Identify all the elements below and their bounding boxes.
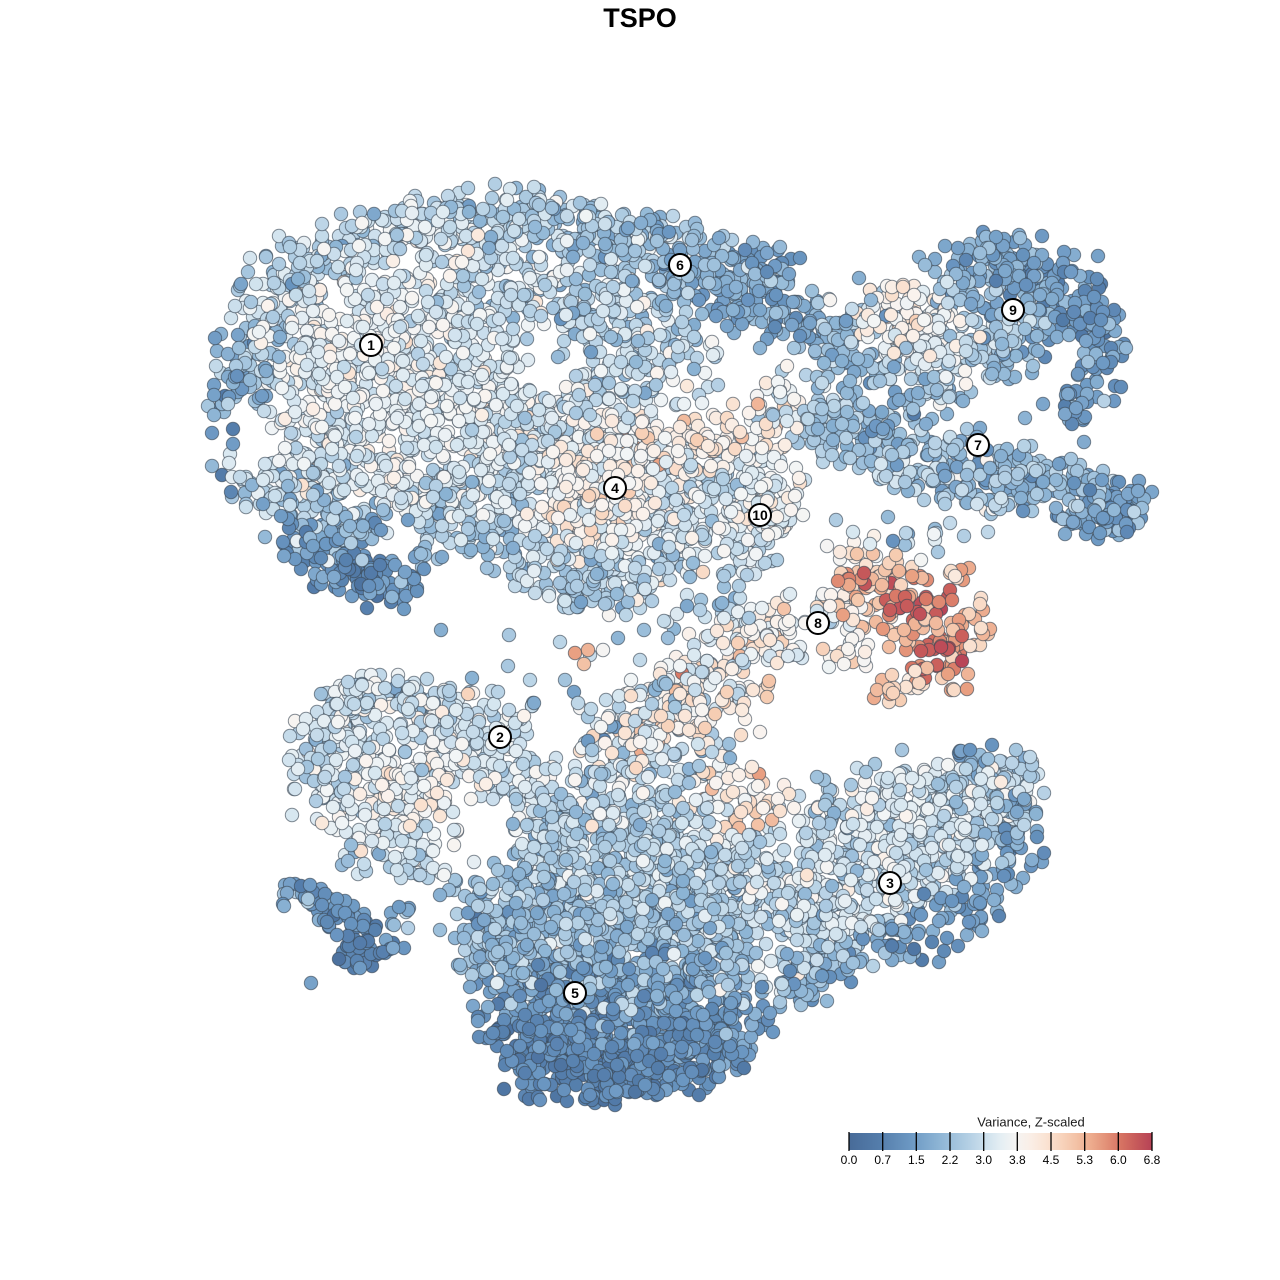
svg-text:TSPO: TSPO — [603, 3, 677, 33]
